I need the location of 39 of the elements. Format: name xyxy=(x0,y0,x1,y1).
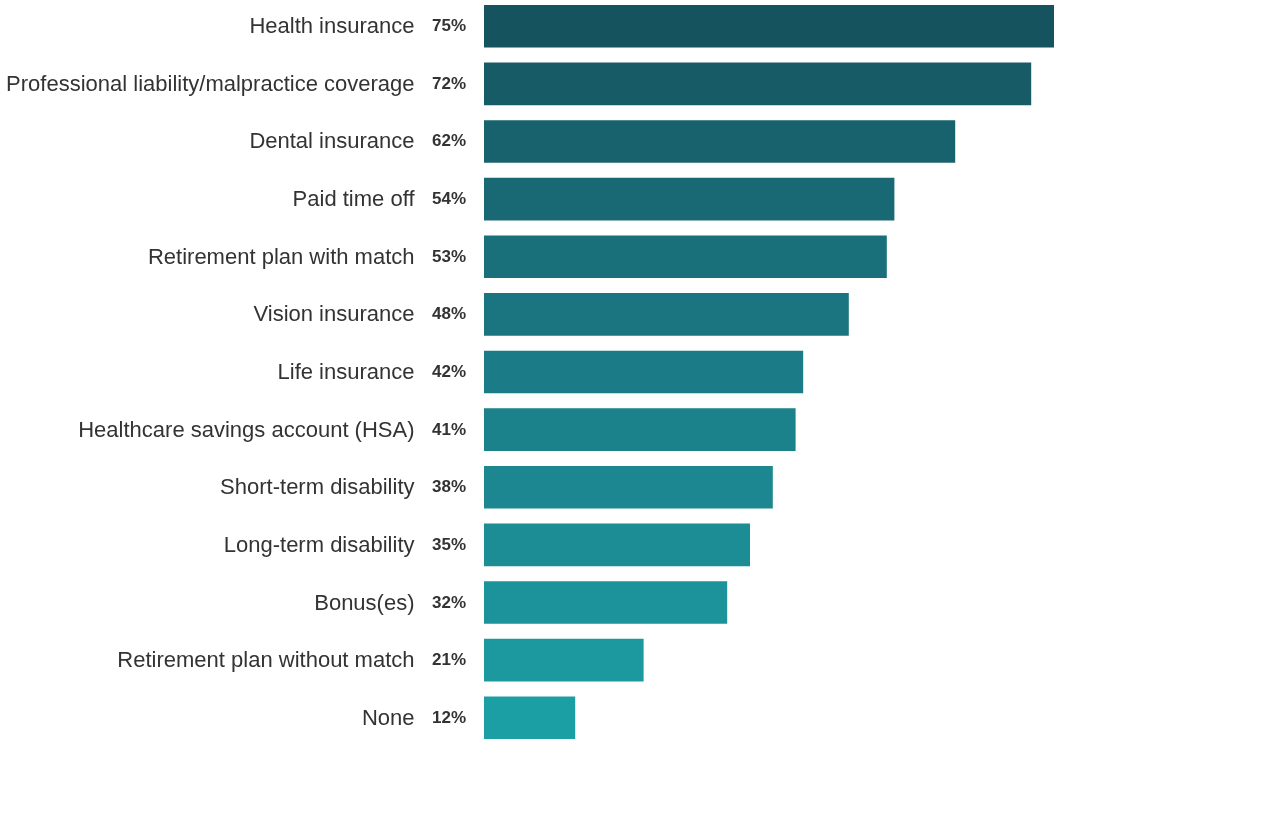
bar xyxy=(484,293,849,336)
data-label: 53% xyxy=(431,246,466,266)
data-label: 75% xyxy=(431,16,466,36)
y-tick-label: Vision insurance xyxy=(253,301,415,327)
bar xyxy=(484,581,728,624)
data-label: 32% xyxy=(431,592,466,612)
data-label: 35% xyxy=(431,534,466,554)
bar xyxy=(484,177,895,221)
y-tick-label: Retirement plan with match xyxy=(147,243,415,269)
data-label: 54% xyxy=(431,189,466,209)
data-label: 21% xyxy=(431,650,466,670)
y-tick-label: Retirement plan without match xyxy=(117,647,415,673)
y-tick-label: Short-term disability xyxy=(220,474,415,500)
data-label: 42% xyxy=(431,362,466,381)
bar xyxy=(484,696,576,740)
bar xyxy=(484,523,750,567)
bar xyxy=(484,408,796,451)
bar xyxy=(484,638,644,682)
bar xyxy=(484,120,956,163)
y-tick-label: Life insurance xyxy=(277,359,415,384)
y-tick-label: Bonus(es) xyxy=(314,589,415,615)
data-label: 41% xyxy=(431,419,466,439)
y-tick-label: Health insurance xyxy=(249,13,415,39)
y-tick-label: Healthcare savings account (HSA) xyxy=(78,416,415,442)
data-label: 72% xyxy=(431,73,466,93)
bar xyxy=(484,235,887,279)
data-label: 12% xyxy=(431,707,466,727)
bar xyxy=(484,465,773,509)
y-tick-label: Long-term disability xyxy=(223,531,415,557)
y-tick-label: Dental insurance xyxy=(249,128,415,154)
y-tick-label: None xyxy=(361,704,415,730)
data-label: 48% xyxy=(431,304,466,324)
bar xyxy=(484,62,1032,106)
bar xyxy=(484,4,1054,48)
data-label: 38% xyxy=(431,477,466,497)
bar xyxy=(484,350,804,394)
y-tick-label: Paid time off xyxy=(292,186,416,212)
data-label: 62% xyxy=(431,131,466,151)
y-tick-label: Professional liability/malpractice coverage xyxy=(6,70,415,96)
